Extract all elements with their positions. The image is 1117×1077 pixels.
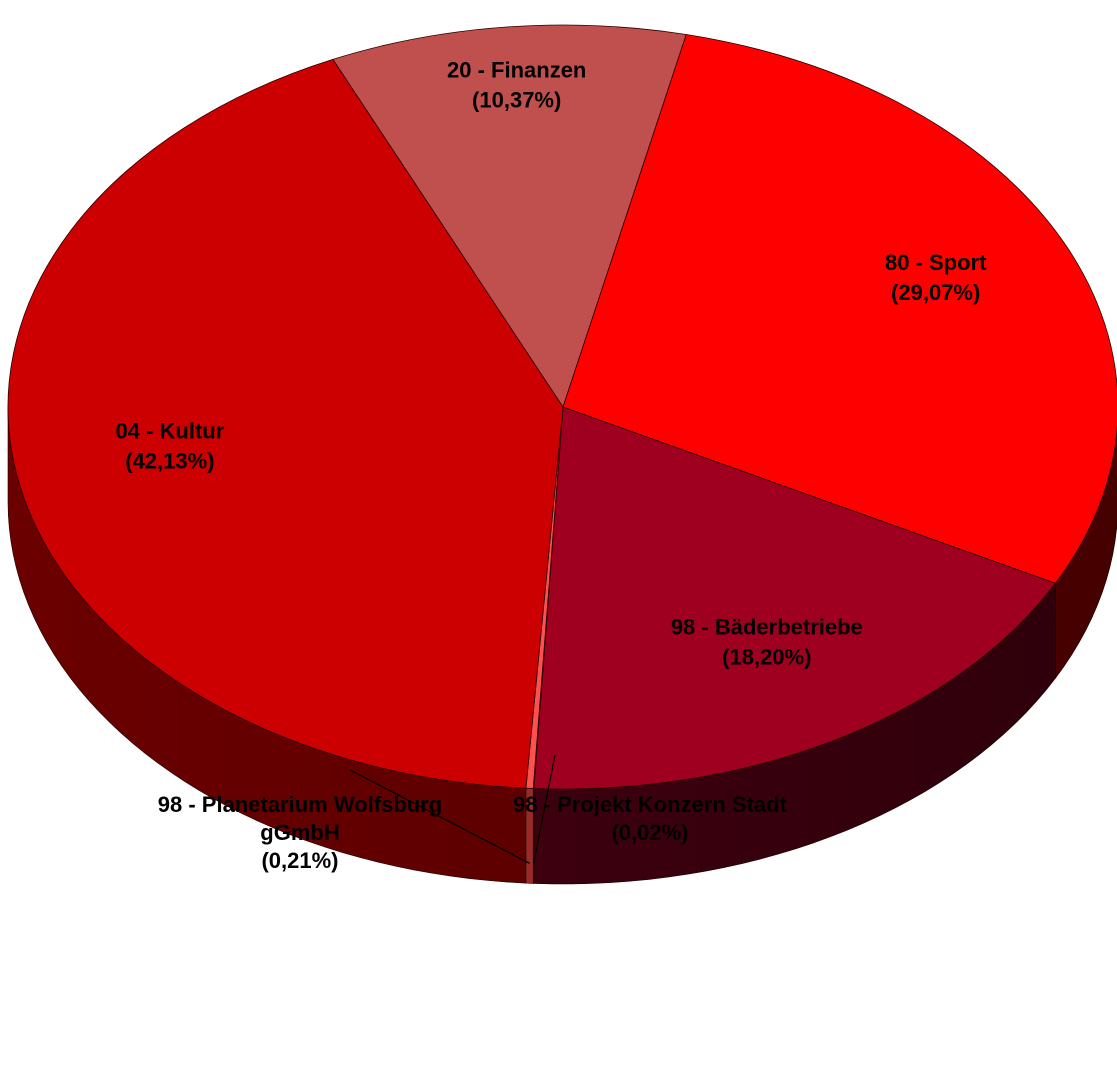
slice-20-finanzen <box>332 24 687 408</box>
slice-labels: 20 - Finanzen (10,37%) 80 - Sport (29,07%) 9… <box>116 57 988 873</box>
slice-label-98-planetarium-wolfsburg-ggmbh: 98 - Planetarium Wolfsburg <box>158 792 442 817</box>
slice-label-20-finanzen: 20 - Finanzen <box>447 57 586 82</box>
slice-98-b-derbetriebe <box>533 406 1057 790</box>
leader-lines <box>349 754 556 864</box>
leader-line-98-planetarium-wolfsburg-ggmbh <box>349 769 530 864</box>
slice-04-kultur <box>7 58 564 789</box>
slice-label-04-kultur: 04 - Kultur <box>116 418 225 443</box>
slice-percent-98-b-derbetriebe: (18,20%) <box>722 644 811 669</box>
leader-line-98-projekt-konzern-stadt <box>532 754 556 864</box>
slice-percent-80-sport: (29,07%) <box>891 280 980 305</box>
slice-label-80-sport: 80 - Sport <box>885 250 987 275</box>
slice-percent-04-kultur: (42,13%) <box>125 448 214 473</box>
slice-label-98-b-derbetriebe: 98 - Bäderbetriebe <box>671 614 863 639</box>
slice-percent-20-finanzen: (10,37%) <box>472 87 561 112</box>
slice-label-98-planetarium-wolfsburg-ggmbh: gGmbH <box>260 820 339 845</box>
pie-sides <box>7 406 1117 885</box>
pie-tops <box>7 24 1117 790</box>
slice-percent-98-planetarium-wolfsburg-ggmbh: (0,21%) <box>261 848 338 873</box>
slice-80-sport <box>562 34 1117 584</box>
slice-label-98-projekt-konzern-stadt: 98 - Projekt Konzern Stadt <box>513 792 788 817</box>
slice-percent-98-projekt-konzern-stadt: (0,02%) <box>611 820 688 845</box>
pie-side-shading <box>8 407 1117 884</box>
